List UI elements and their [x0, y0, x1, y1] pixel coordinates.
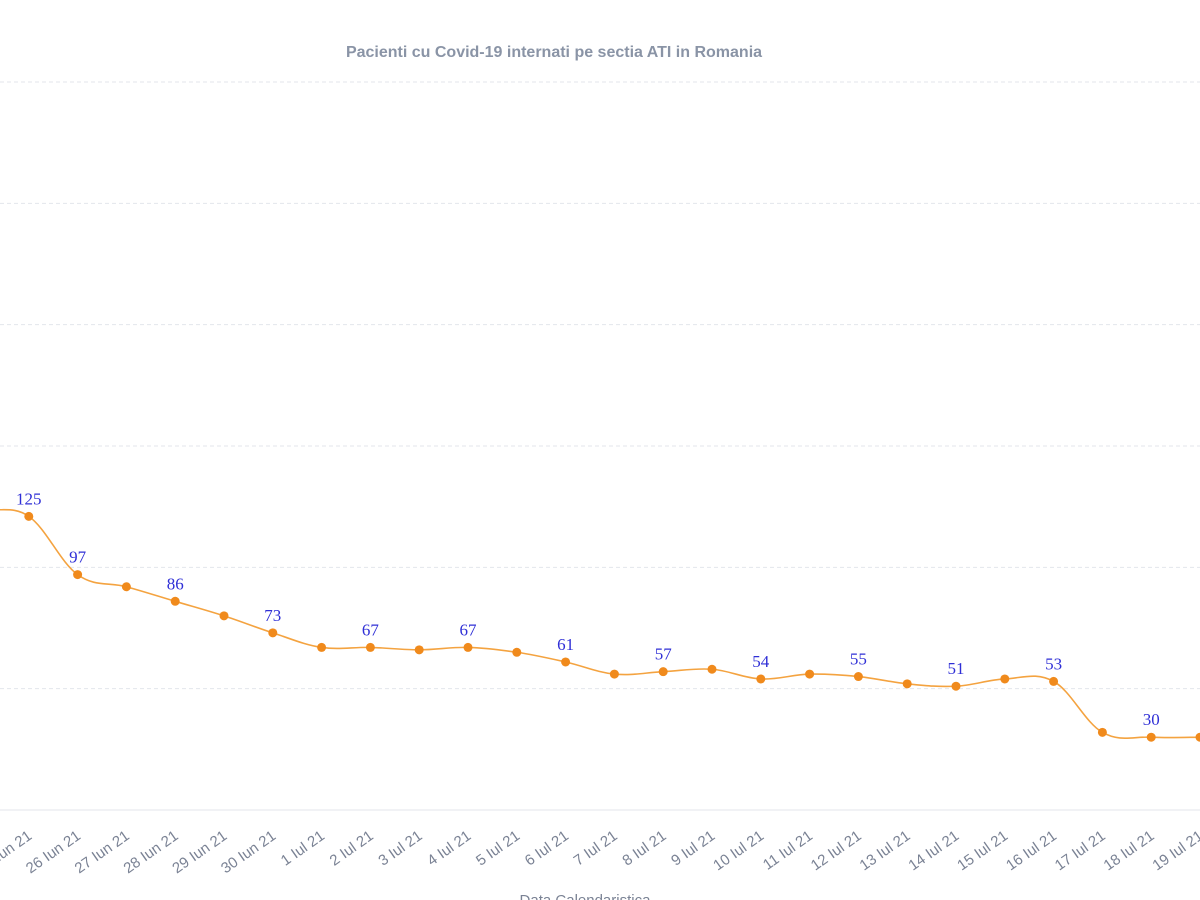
data-label: 30	[1143, 710, 1160, 729]
data-point[interactable]	[219, 611, 229, 621]
x-tick-label: 30 Iun 21	[218, 827, 279, 877]
data-point[interactable]	[1195, 732, 1200, 742]
data-label: 61	[557, 635, 574, 654]
data-point[interactable]	[707, 664, 717, 674]
data-point[interactable]	[268, 628, 278, 638]
data-point[interactable]	[756, 674, 766, 684]
data-point[interactable]	[414, 645, 424, 655]
x-tick-label: 7 Iul 21	[571, 827, 621, 869]
x-tick-label: 10 Iul 21	[710, 827, 767, 874]
x-tick-label: 11 Iul 21	[760, 827, 816, 873]
data-point[interactable]	[317, 642, 327, 652]
x-tick-label: 15 Iul 21	[954, 827, 1011, 874]
data-label: 67	[460, 620, 478, 639]
x-tick-label: 3 Iul 21	[375, 827, 425, 869]
data-point[interactable]	[1146, 732, 1156, 742]
data-point[interactable]	[853, 672, 863, 682]
data-point[interactable]	[1097, 727, 1107, 737]
data-point[interactable]	[1000, 674, 1010, 684]
data-point[interactable]	[805, 669, 815, 679]
data-label: 53	[1045, 654, 1062, 673]
x-tick-label: 16 Iul 21	[1003, 827, 1060, 874]
data-point[interactable]	[512, 647, 522, 657]
x-tick-label: 8 Iul 21	[619, 827, 669, 869]
chart-title: Pacienti cu Covid-19 internati pe sectia…	[345, 44, 763, 61]
data-point[interactable]	[463, 642, 473, 652]
data-label: 54	[752, 652, 770, 671]
gridlines	[0, 81, 1200, 811]
data-label: 97	[69, 548, 87, 567]
series-line-layer	[0, 508, 1200, 740]
x-tick-label: 18 Iul 21	[1101, 827, 1158, 874]
x-tick-label: 17 Iul 21	[1052, 827, 1109, 874]
data-point[interactable]	[365, 642, 375, 652]
data-label: 51	[948, 659, 965, 678]
x-tick-label: 14 Iul 21	[905, 827, 962, 874]
x-tick-label: 4 Iul 21	[424, 827, 474, 869]
data-label: 86	[167, 574, 184, 593]
x-tick-label: 9 Iul 21	[668, 827, 718, 869]
x-tick-label: 26 Iun 21	[23, 827, 84, 877]
x-tick-label: 28 Iun 21	[120, 827, 181, 877]
data-point[interactable]	[902, 679, 912, 689]
x-tick-label: 12 Iul 21	[808, 827, 865, 874]
x-tick-label: 19 Iul 21	[1149, 827, 1200, 874]
data-labels: 125 97 86 73 67 67 61 57 54 55 51 53 30	[16, 489, 1160, 729]
x-tick-label: 6 Iul 21	[522, 827, 572, 869]
data-point[interactable]	[951, 681, 961, 691]
x-tick-label: 1 Iul 21	[278, 827, 328, 869]
data-point[interactable]	[609, 669, 619, 679]
data-point[interactable]	[561, 657, 571, 667]
data-point[interactable]	[1049, 676, 1059, 686]
x-tick-label: 27 Iun 21	[72, 827, 133, 877]
x-axis-title: Data Calendaristica	[520, 892, 652, 900]
data-label: 57	[655, 645, 673, 664]
data-label: 55	[850, 650, 867, 669]
x-tick-label: 5 Iul 21	[473, 827, 523, 869]
data-point[interactable]	[24, 511, 34, 521]
x-tick-label: 29 Iun 21	[169, 827, 230, 877]
data-point[interactable]	[170, 596, 180, 606]
data-point[interactable]	[121, 582, 131, 592]
data-point[interactable]	[658, 667, 668, 677]
data-point[interactable]	[73, 570, 83, 580]
x-tick-label: 13 Iul 21	[857, 827, 914, 874]
data-points	[24, 511, 1200, 742]
data-label: 125	[16, 489, 42, 508]
series-line	[0, 508, 1200, 740]
data-label: 67	[362, 620, 380, 639]
x-tick-label: 2 Iul 21	[327, 827, 377, 869]
data-label: 73	[264, 606, 281, 625]
